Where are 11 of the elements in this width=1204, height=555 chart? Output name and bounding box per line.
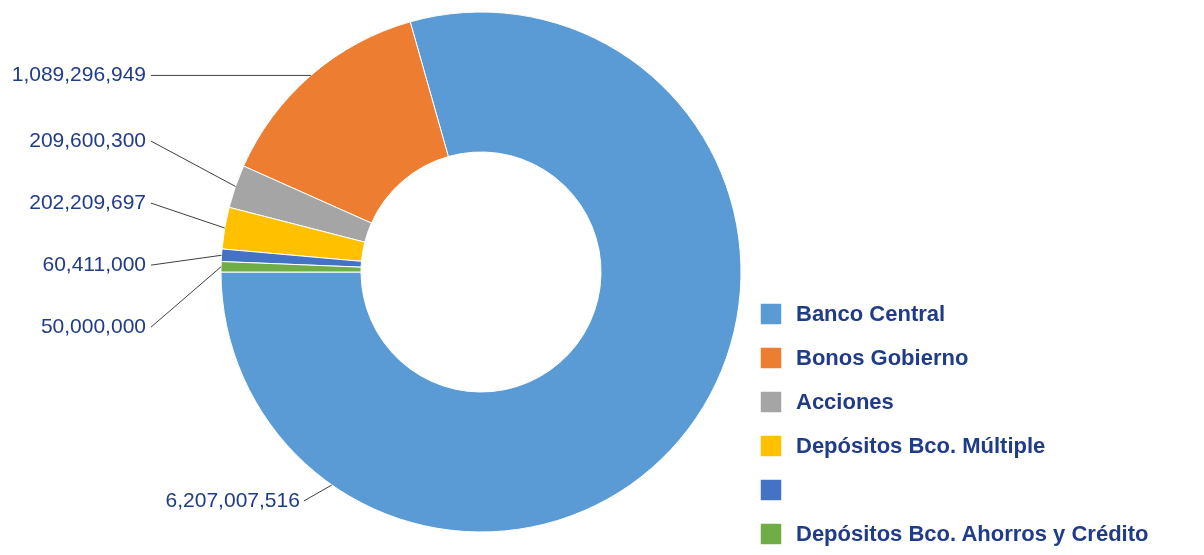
data-label: 1,089,296,949 <box>11 62 146 86</box>
data-label: 202,209,697 <box>29 190 146 214</box>
data-label: 6,207,007,516 <box>165 487 300 511</box>
data-label: 209,600,300 <box>29 128 146 152</box>
data-label: 60,411,000 <box>42 252 146 276</box>
legend-label: Depósitos Bco. Ahorros y Crédito <box>796 521 1149 546</box>
legend-label: Depósitos Bco. Múltiple <box>796 433 1046 458</box>
data-label: 50,000,000 <box>40 314 146 338</box>
legend-label: Banco Central <box>796 301 946 326</box>
legend-label: Acciones <box>796 389 894 414</box>
legend-label: Bonos Gobierno <box>796 345 969 370</box>
